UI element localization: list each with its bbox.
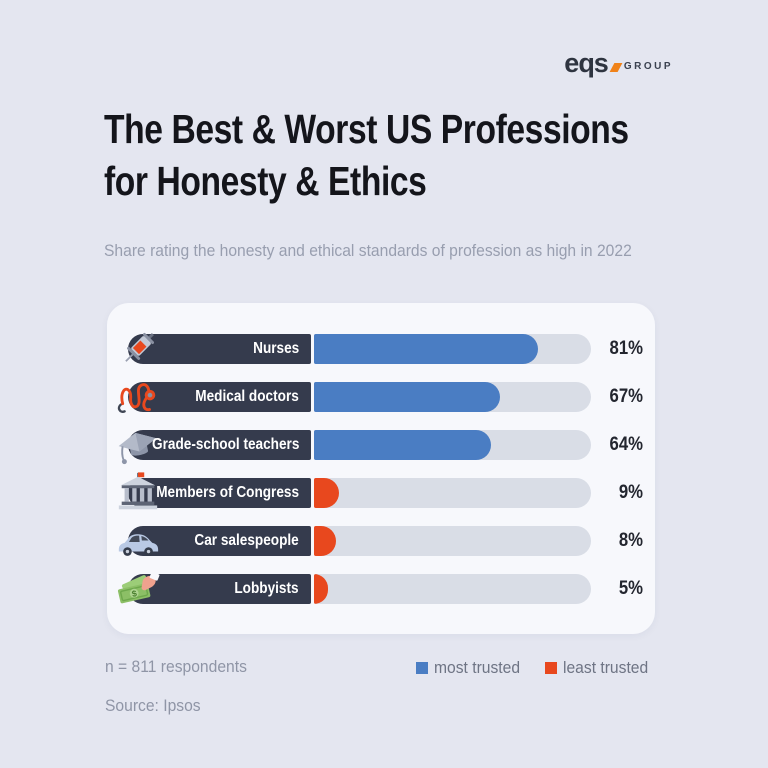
eqs-group-logo: eqs GROUP — [564, 48, 673, 78]
bar-row: Nurses 81% — [125, 332, 643, 364]
profession-label: Lobbyists — [234, 579, 299, 597]
bar-fill — [314, 429, 492, 460]
page-subtitle: Share rating the honesty and ethical sta… — [104, 241, 632, 260]
logo-suffix: GROUP — [623, 61, 673, 72]
stethoscope-icon — [115, 374, 161, 420]
bar-track — [314, 333, 591, 364]
money-bills-icon: $ — [115, 566, 161, 612]
chart-legend: most trusted least trusted — [415, 658, 656, 678]
page-title: The Best & Worst US Professions for Hone… — [104, 103, 629, 208]
profession-label-pill: $ Lobbyists — [117, 571, 311, 604]
profession-label: Car salespeople — [194, 531, 299, 549]
page-title-line2: for Honesty & Ethics — [104, 158, 427, 205]
bank-building-icon — [115, 470, 161, 516]
syringe-icon — [115, 326, 161, 372]
profession-label-pill: Members of Congress — [118, 471, 311, 509]
value-label: 9% — [618, 481, 643, 503]
profession-label: Members of Congress — [156, 483, 299, 501]
page-title-line1: The Best & Worst US Professions — [104, 106, 629, 152]
value-label: 81% — [609, 337, 643, 359]
bar-fill — [314, 333, 539, 364]
bar-fill — [314, 381, 500, 412]
bar-fill — [314, 477, 339, 508]
bar-track — [314, 381, 591, 412]
value-label: 64% — [609, 433, 643, 455]
legend-item: most trusted — [415, 658, 528, 678]
legend-label: most trusted — [433, 658, 520, 677]
value-label: 5% — [618, 577, 643, 599]
value-label: 67% — [609, 385, 643, 407]
profession-label: Nurses — [252, 339, 299, 357]
bar-track — [314, 429, 591, 460]
value-label: 8% — [618, 529, 643, 551]
profession-label-pill: Grade-school teachers — [118, 429, 311, 464]
bar-track — [314, 477, 591, 508]
legend-label: least trusted — [563, 658, 649, 677]
profession-label-pill: Medical doctors — [117, 381, 311, 413]
bar-row: $ Lobbyists 5% — [117, 571, 643, 604]
bar-fill — [314, 525, 337, 556]
logo-comma-icon — [609, 63, 623, 72]
source-note: Source: Ipsos — [105, 696, 201, 715]
bar-row: Car salespeople 8% — [118, 525, 643, 556]
profession-label: Grade-school teachers — [151, 435, 299, 453]
bar-row: Members of Congress 9% — [118, 471, 643, 509]
bar-track — [314, 525, 591, 556]
legend-item: least trusted — [545, 658, 656, 678]
profession-label: Medical doctors — [195, 387, 299, 405]
svg-text:$: $ — [131, 588, 138, 599]
sample-size-note: n = 811 respondents — [105, 657, 247, 676]
legend-swatch — [415, 662, 428, 674]
chart-card: Nurses 81% Medical doctors 67% Grade-sch… — [107, 303, 655, 634]
car-icon — [115, 518, 161, 564]
bar-row: Medical doctors 67% — [117, 381, 643, 413]
bar-row: Grade-school teachers 64% — [118, 429, 643, 464]
bar-track — [314, 573, 591, 604]
bar-fill — [314, 573, 328, 604]
legend-swatch — [545, 662, 558, 674]
profession-label-pill: Car salespeople — [118, 525, 311, 556]
profession-label-pill: Nurses — [125, 332, 311, 364]
logo-wordmark: eqs — [564, 48, 609, 78]
